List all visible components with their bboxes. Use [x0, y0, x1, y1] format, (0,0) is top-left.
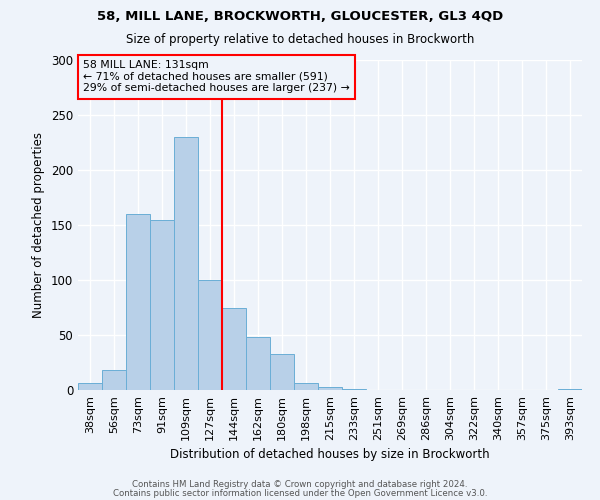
Bar [102, 370, 126, 390]
Text: 58 MILL LANE: 131sqm
← 71% of detached houses are smaller (591)
29% of semi-deta: 58 MILL LANE: 131sqm ← 71% of detached h… [83, 60, 350, 93]
Text: 58, MILL LANE, BROCKWORTH, GLOUCESTER, GL3 4QD: 58, MILL LANE, BROCKWORTH, GLOUCESTER, G… [97, 10, 503, 23]
Bar [222, 308, 246, 390]
Bar [342, 389, 366, 390]
Bar [174, 137, 198, 390]
Bar [318, 386, 342, 390]
Text: Contains HM Land Registry data © Crown copyright and database right 2024.: Contains HM Land Registry data © Crown c… [132, 480, 468, 489]
Text: Size of property relative to detached houses in Brockworth: Size of property relative to detached ho… [126, 32, 474, 46]
Bar [270, 354, 294, 390]
Y-axis label: Number of detached properties: Number of detached properties [32, 132, 46, 318]
Bar [150, 220, 174, 390]
Bar [294, 384, 318, 390]
X-axis label: Distribution of detached houses by size in Brockworth: Distribution of detached houses by size … [170, 448, 490, 461]
Bar [78, 384, 102, 390]
Bar [126, 214, 150, 390]
Bar [246, 337, 270, 390]
Bar [558, 389, 582, 390]
Bar [198, 280, 222, 390]
Text: Contains public sector information licensed under the Open Government Licence v3: Contains public sector information licen… [113, 489, 487, 498]
